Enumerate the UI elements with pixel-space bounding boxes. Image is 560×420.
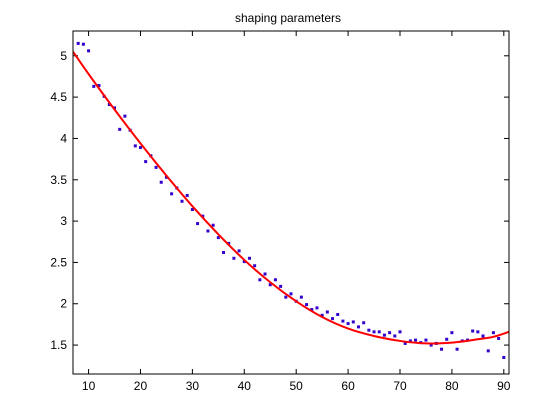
- y-tick-label: 4: [60, 131, 67, 145]
- data-point: [502, 355, 506, 359]
- data-point: [356, 325, 360, 329]
- y-tick-label: 5: [60, 49, 67, 63]
- x-axis-ticks: 10 20 30 40 50 60 70 80 90: [82, 31, 511, 393]
- x-tick-label: 10: [82, 379, 96, 393]
- data-point: [76, 41, 80, 45]
- data-point: [118, 127, 122, 131]
- x-tick-label: 70: [393, 379, 407, 393]
- data-point: [144, 160, 148, 164]
- data-point: [320, 313, 324, 317]
- data-point: [211, 223, 215, 227]
- data-points: [76, 41, 506, 359]
- data-point: [445, 337, 449, 341]
- data-point: [336, 312, 340, 316]
- data-point: [201, 214, 205, 218]
- data-point: [227, 241, 231, 245]
- data-point: [362, 321, 366, 325]
- x-tick-label: 60: [341, 379, 355, 393]
- data-point: [486, 349, 490, 353]
- data-point: [279, 284, 283, 288]
- y-tick-label: 2.5: [50, 255, 67, 269]
- data-point: [190, 208, 194, 212]
- data-point: [346, 322, 350, 326]
- data-point: [403, 341, 407, 345]
- data-point: [325, 310, 329, 314]
- data-point: [87, 49, 91, 53]
- data-point: [429, 343, 433, 347]
- data-point: [154, 165, 158, 169]
- data-point: [242, 260, 246, 264]
- fit-curve: [73, 51, 509, 345]
- data-point: [159, 180, 163, 184]
- data-point: [455, 347, 459, 351]
- data-point: [247, 256, 251, 260]
- data-point: [497, 336, 501, 340]
- data-point: [268, 283, 272, 287]
- data-point: [164, 175, 168, 179]
- data-point: [107, 103, 111, 107]
- data-point: [123, 114, 127, 118]
- data-point: [138, 146, 142, 150]
- data-point: [481, 334, 485, 338]
- data-point: [185, 193, 189, 197]
- fit-curve-group: [73, 51, 509, 345]
- data-point: [388, 331, 392, 335]
- data-point: [196, 222, 200, 226]
- x-tick-label: 40: [238, 379, 252, 393]
- data-point: [450, 331, 454, 335]
- data-point: [97, 84, 101, 88]
- data-point: [81, 42, 85, 46]
- data-point: [471, 329, 475, 333]
- chart-title: shaping parameters: [235, 11, 341, 25]
- x-tick-label: 50: [290, 379, 304, 393]
- data-point: [414, 338, 418, 342]
- data-point: [92, 84, 96, 88]
- data-point: [305, 303, 309, 307]
- data-point: [253, 264, 257, 268]
- data-point: [382, 333, 386, 337]
- data-point: [476, 330, 480, 334]
- plot-frame: [72, 30, 510, 375]
- y-tick-label: 2: [60, 297, 67, 311]
- data-point: [315, 306, 319, 310]
- data-point: [377, 330, 381, 334]
- data-point: [263, 272, 267, 276]
- data-point: [232, 256, 236, 260]
- y-tick-label: 4.5: [50, 90, 67, 104]
- data-point: [133, 144, 137, 148]
- data-point: [367, 328, 371, 332]
- x-tick-label: 30: [186, 379, 200, 393]
- data-point: [351, 320, 355, 324]
- data-point: [206, 229, 210, 233]
- data-point: [216, 236, 220, 240]
- data-point: [372, 330, 376, 334]
- y-axis-ticks: 1.5 2 2.5 3 3.5 4 4.5 5: [50, 49, 509, 352]
- data-point: [393, 334, 397, 338]
- data-point: [258, 278, 262, 282]
- data-point: [222, 251, 226, 255]
- data-point: [408, 339, 412, 343]
- data-point: [491, 331, 495, 335]
- data-point: [237, 249, 241, 253]
- data-point: [180, 199, 184, 203]
- x-tick-label: 80: [445, 379, 459, 393]
- data-point: [310, 308, 314, 312]
- y-tick-label: 1.5: [50, 338, 67, 352]
- x-tick-label: 20: [134, 379, 148, 393]
- data-point: [284, 295, 288, 299]
- data-point: [341, 319, 345, 323]
- data-point: [440, 347, 444, 351]
- data-point: [299, 295, 303, 299]
- y-tick-label: 3: [60, 214, 67, 228]
- data-point: [331, 317, 335, 321]
- x-tick-label: 90: [497, 379, 511, 393]
- data-point: [289, 292, 293, 296]
- data-point: [170, 192, 174, 196]
- data-point: [273, 278, 277, 282]
- data-point: [398, 330, 402, 334]
- data-point: [424, 338, 428, 342]
- y-tick-label: 3.5: [50, 173, 67, 187]
